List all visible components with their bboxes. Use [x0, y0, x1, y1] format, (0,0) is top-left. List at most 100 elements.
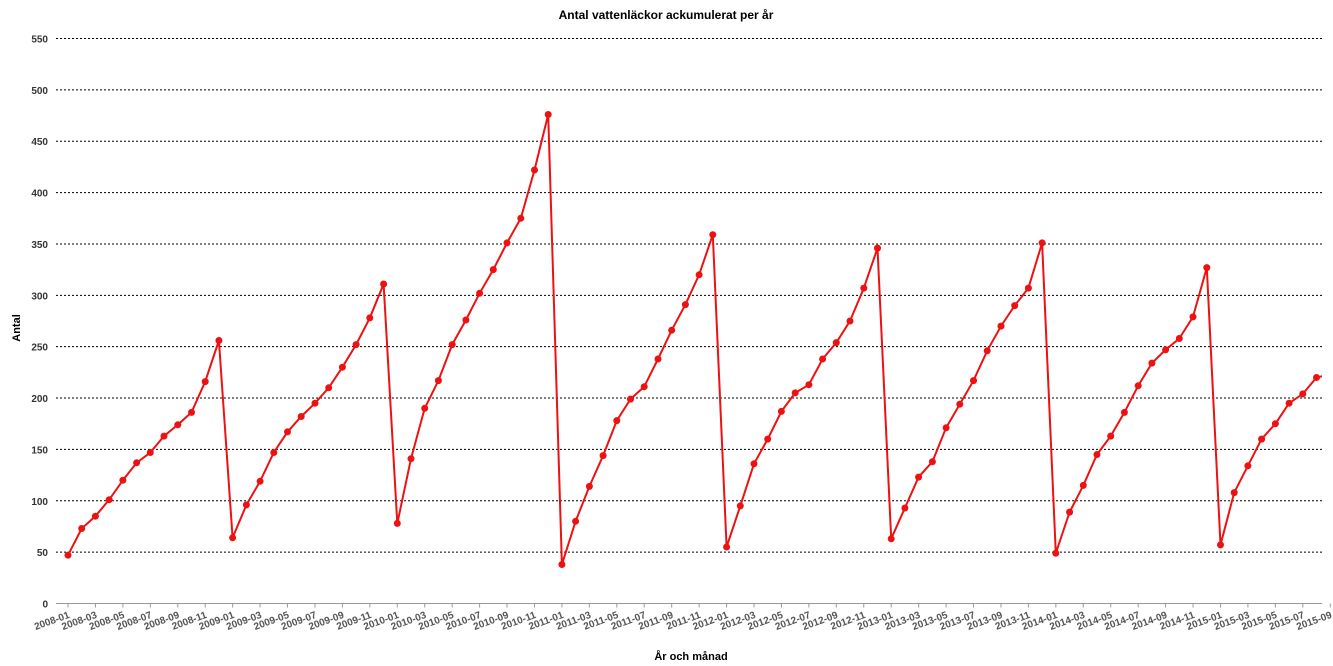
- data-point[interactable]: [229, 534, 237, 542]
- data-point[interactable]: [1079, 481, 1087, 489]
- data-point[interactable]: [270, 449, 278, 456]
- data-point[interactable]: [970, 377, 977, 385]
- data-point[interactable]: [1093, 451, 1101, 458]
- data-point[interactable]: [874, 244, 881, 252]
- data-point[interactable]: [928, 458, 936, 466]
- data-point[interactable]: [503, 239, 511, 247]
- data-point[interactable]: [983, 347, 991, 355]
- data-point[interactable]: [1258, 435, 1266, 443]
- data-point[interactable]: [860, 284, 868, 292]
- data-point[interactable]: [544, 111, 552, 118]
- data-point[interactable]: [174, 421, 182, 429]
- data-point[interactable]: [325, 384, 333, 392]
- data-point[interactable]: [1230, 489, 1238, 497]
- data-point[interactable]: [723, 543, 731, 551]
- data-point[interactable]: [599, 452, 607, 460]
- data-point[interactable]: [531, 166, 538, 174]
- data-point[interactable]: [91, 512, 99, 520]
- data-point[interactable]: [997, 322, 1005, 330]
- data-point[interactable]: [681, 301, 689, 309]
- data-point[interactable]: [764, 435, 772, 443]
- data-point[interactable]: [1285, 399, 1293, 407]
- data-point[interactable]: [1134, 382, 1142, 390]
- data-point[interactable]: [1217, 541, 1224, 549]
- data-point[interactable]: [1038, 239, 1046, 247]
- data-point[interactable]: [1066, 508, 1074, 516]
- data-point[interactable]: [791, 389, 799, 397]
- data-point[interactable]: [476, 289, 484, 297]
- data-point[interactable]: [1120, 408, 1128, 416]
- data-point[interactable]: [297, 413, 305, 420]
- data-point[interactable]: [627, 395, 634, 403]
- data-point[interactable]: [448, 341, 456, 349]
- data-point[interactable]: [915, 473, 923, 481]
- data-point[interactable]: [1244, 462, 1252, 470]
- data-point[interactable]: [421, 404, 429, 412]
- data-point[interactable]: [78, 525, 86, 532]
- data-point[interactable]: [942, 424, 950, 432]
- data-point[interactable]: [407, 455, 415, 463]
- data-point[interactable]: [1189, 313, 1197, 321]
- data-point[interactable]: [517, 214, 525, 222]
- data-point[interactable]: [1024, 284, 1032, 292]
- data-point[interactable]: [777, 407, 785, 415]
- data-point[interactable]: [654, 355, 662, 363]
- data-point[interactable]: [887, 535, 895, 543]
- data-point[interactable]: [846, 317, 854, 325]
- data-point[interactable]: [1107, 432, 1115, 440]
- data-point[interactable]: [1162, 346, 1170, 354]
- series-group: [64, 111, 1333, 568]
- data-point[interactable]: [352, 341, 360, 349]
- data-point[interactable]: [1203, 264, 1211, 272]
- y-tick-label: 450: [31, 137, 48, 148]
- data-point[interactable]: [709, 231, 717, 239]
- data-point[interactable]: [489, 266, 497, 274]
- data-point[interactable]: [160, 432, 168, 440]
- data-point[interactable]: [311, 399, 319, 407]
- data-point[interactable]: [119, 476, 127, 484]
- data-point[interactable]: [585, 482, 593, 490]
- data-point[interactable]: [819, 355, 827, 363]
- data-point[interactable]: [572, 517, 580, 525]
- data-point[interactable]: [434, 377, 442, 385]
- data-point[interactable]: [956, 400, 964, 408]
- data-point[interactable]: [284, 428, 291, 436]
- data-point[interactable]: [640, 383, 648, 391]
- data-point[interactable]: [901, 504, 909, 512]
- data-point[interactable]: [558, 561, 566, 568]
- data-point[interactable]: [242, 501, 250, 509]
- data-point[interactable]: [1327, 371, 1333, 378]
- data-point[interactable]: [805, 381, 813, 389]
- data-point[interactable]: [1271, 420, 1279, 428]
- y-tick-label: 100: [31, 497, 48, 508]
- data-point[interactable]: [146, 449, 154, 456]
- data-point[interactable]: [1148, 359, 1156, 367]
- y-tick-label: 350: [31, 240, 48, 251]
- data-point[interactable]: [736, 502, 744, 510]
- data-point[interactable]: [832, 339, 840, 347]
- data-point[interactable]: [1011, 302, 1019, 310]
- y-tick-label: 300: [31, 291, 48, 302]
- data-point[interactable]: [1175, 335, 1183, 342]
- data-point[interactable]: [695, 271, 703, 279]
- data-point[interactable]: [1313, 374, 1320, 381]
- data-point[interactable]: [188, 408, 195, 416]
- data-point[interactable]: [256, 477, 264, 485]
- data-point[interactable]: [462, 316, 470, 324]
- data-point[interactable]: [366, 314, 374, 322]
- y-tick-label: 200: [31, 394, 48, 405]
- data-point[interactable]: [380, 280, 388, 288]
- data-point[interactable]: [668, 326, 676, 334]
- data-point[interactable]: [215, 337, 223, 344]
- data-point[interactable]: [201, 378, 209, 386]
- data-point[interactable]: [750, 460, 758, 468]
- data-point[interactable]: [338, 363, 346, 371]
- data-point[interactable]: [133, 459, 141, 467]
- data-point[interactable]: [1299, 390, 1307, 398]
- data-point[interactable]: [64, 551, 72, 559]
- data-point[interactable]: [1052, 549, 1060, 557]
- data-point[interactable]: [105, 496, 113, 504]
- data-point[interactable]: [393, 519, 401, 527]
- data-point[interactable]: [613, 417, 621, 425]
